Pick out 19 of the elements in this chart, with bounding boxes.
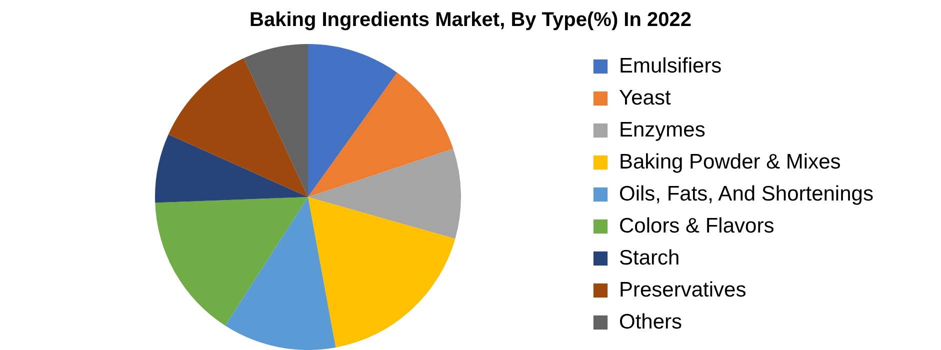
- pie-slice: [155, 134, 308, 203]
- pie-slice: [308, 44, 398, 197]
- pie-slice: [308, 72, 454, 197]
- pie-slice: [308, 148, 461, 239]
- legend-label: Yeast: [619, 86, 671, 110]
- legend-label: Enzymes: [619, 118, 706, 142]
- legend-label: Emulsifiers: [619, 54, 722, 78]
- legend-label: Colors & Flavors: [619, 214, 774, 238]
- legend-label: Preservatives: [619, 278, 746, 302]
- legend-label: Oils, Fats, And Shortenings: [619, 182, 874, 206]
- pie-slice: [225, 197, 336, 350]
- legend-label: Baking Powder & Mixes: [619, 150, 841, 174]
- legend-label: Others: [619, 310, 682, 334]
- pie-slice: [244, 44, 308, 197]
- pie-slice: [168, 58, 308, 197]
- chart-title: Baking Ingredients Market, By Type(%) In 2022: [250, 9, 692, 31]
- legend-label: Starch: [619, 246, 680, 270]
- pie-slice: [308, 197, 456, 348]
- pie-slice: [155, 197, 308, 326]
